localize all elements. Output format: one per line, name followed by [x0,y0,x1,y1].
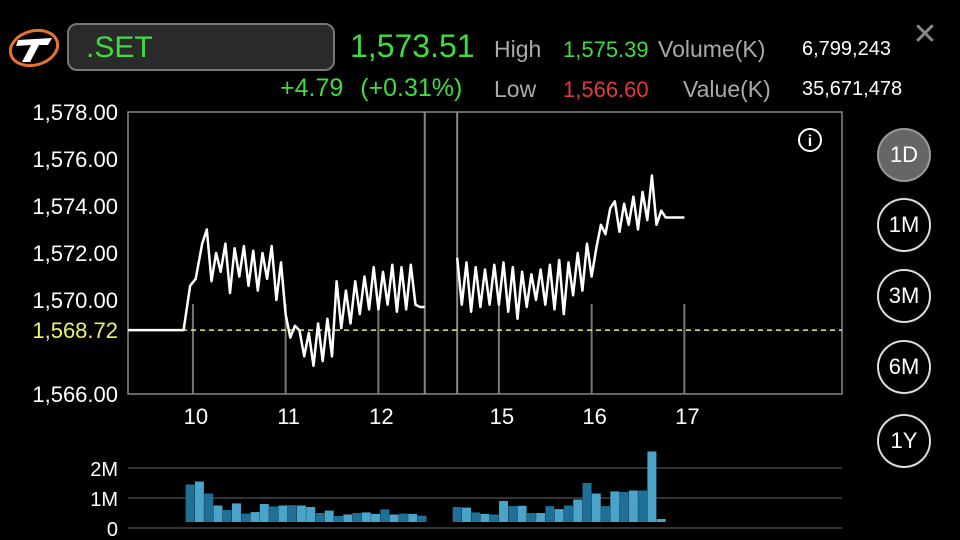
volume-bar [610,491,620,522]
volume-value: 6,799,243 [802,38,891,60]
svg-text:i: i [808,133,812,150]
volume-bar [231,503,241,522]
info-icon[interactable]: i [798,128,822,152]
volume-bar [563,505,573,522]
high-label: High [494,36,542,62]
volume-bar [582,483,592,522]
volume-bar [194,481,204,522]
volume-bar [259,504,269,522]
volume-bar [489,514,499,522]
x-tick-label: 17 [675,404,699,429]
y-tick-label: 1,570.00 [32,288,118,313]
volume-bar [278,505,288,522]
volume-bar [324,510,334,522]
volume-bar [361,512,371,522]
volume-bar [222,510,232,522]
change-value: +4.79 [280,74,344,102]
symbol-text: .SET [86,31,153,64]
volume-bar [398,513,408,522]
volume-bar [601,506,611,522]
y-tick-label: 1,572.00 [32,241,118,266]
price-series-line [455,174,685,321]
reference-price-label: 1,568.72 [32,318,118,343]
value-label: Value(K) [683,76,771,102]
volume-y-tick-label: 2M [90,459,118,481]
range-button-3m[interactable]: 3M [877,269,931,323]
volume-bar [389,514,399,522]
volume-bar [628,490,638,522]
volume-bar [638,490,648,522]
volume-bar [306,507,316,522]
low-label: Low [494,76,537,102]
volume-bar [647,451,657,522]
close-icon[interactable]: ✕ [912,18,938,51]
volume-bar [517,505,527,522]
volume-y-tick-label: 1M [90,489,118,511]
volume-bar [499,501,509,522]
x-tick-label: 16 [582,404,606,429]
volume-bar [408,513,418,522]
volume-bar [461,507,471,522]
y-tick-label: 1,576.00 [32,147,118,172]
volume-bar [315,513,325,522]
volume-bar [213,505,223,522]
volume-bar [471,512,481,522]
volume-bar [333,516,343,522]
volume-bar [352,513,362,522]
volume-bar [185,484,195,522]
price-series-line [128,228,425,368]
value-value: 35,671,478 [802,78,903,100]
volume-bar [417,515,427,522]
range-button-6m[interactable]: 6M [877,340,931,394]
range-button-1m[interactable]: 1M [877,198,931,252]
volume-bar [545,506,555,522]
last-price: 1,573.51 [350,28,475,64]
volume-bar [554,509,564,522]
volume-bar [343,514,353,522]
volume-bar [296,505,306,522]
volume-bar [380,509,390,522]
y-tick-label: 1,574.00 [32,194,118,219]
volume-bar [619,492,629,522]
volume-bar [204,493,214,522]
volume-label: Volume(K) [658,36,766,62]
volume-y-tick-label: 0 [107,519,118,540]
y-tick-label: 1,578.00 [32,100,118,125]
app-logo-icon [8,26,60,70]
volume-bar [241,513,251,522]
volume-bar [452,507,462,522]
volume-bar [508,506,518,522]
volume-bar [269,506,279,522]
x-tick-label: 10 [184,404,208,429]
price-change: +4.79 (+0.31%) [280,74,462,103]
symbol-search-box[interactable]: .SET [67,23,335,71]
x-tick-label: 12 [369,404,393,429]
x-tick-label: 15 [490,404,514,429]
volume-bar [656,519,666,522]
y-tick-label: 1,566.00 [32,382,118,407]
x-tick-label: 11 [277,404,300,429]
low-value: 1,566.60 [563,77,649,102]
volume-bar [250,512,260,522]
change-percent: (+0.31%) [360,74,463,102]
volume-bar [526,513,536,522]
chart-frame [127,111,843,395]
volume-bar [480,513,490,522]
range-button-1y[interactable]: 1Y [877,414,931,468]
volume-bar [536,513,546,522]
volume-bar [573,499,583,522]
volume-bar [287,505,297,522]
high-value: 1,575.39 [563,37,649,62]
volume-bar [371,513,381,522]
range-button-1d[interactable]: 1D [877,128,931,182]
volume-bar [591,493,601,522]
